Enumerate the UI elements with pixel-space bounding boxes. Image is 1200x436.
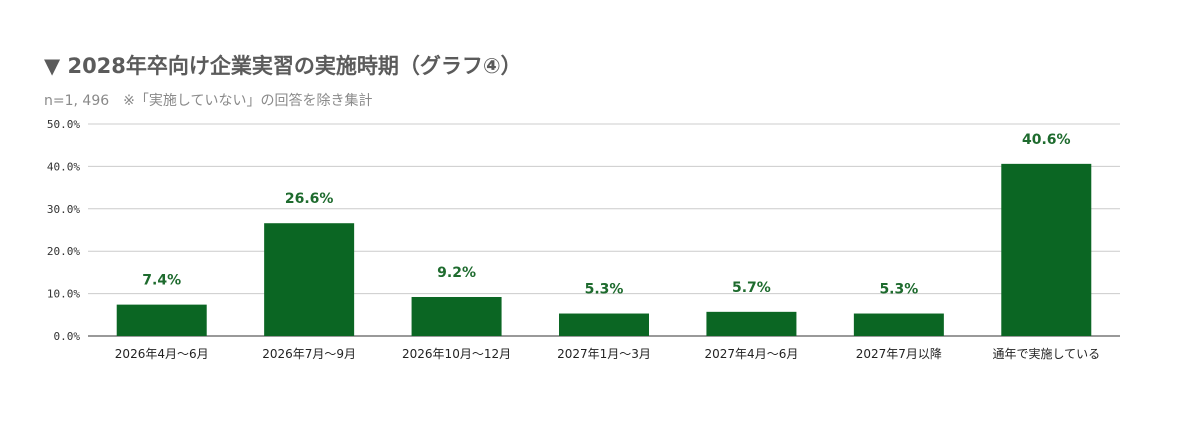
- y-tick-label: 40.0%: [47, 160, 80, 173]
- bar: [559, 313, 649, 336]
- y-tick-label: 0.0%: [54, 330, 81, 343]
- y-tick-label: 30.0%: [47, 203, 80, 216]
- data-label: 40.6%: [1022, 132, 1071, 148]
- x-tick-label: 2027年1月～3月: [557, 347, 651, 361]
- x-tick-label: 通年で実施している: [992, 346, 1100, 361]
- bar: [853, 313, 944, 336]
- bar: [116, 304, 207, 336]
- data-label: 26.6%: [285, 191, 334, 207]
- bar: [264, 223, 355, 336]
- x-tick-label: 2027年7月以降: [856, 347, 942, 361]
- x-tick-label: 2027年4月～6月: [705, 347, 799, 361]
- chart-subtitle: n=1, 496 ※「実施していない」の回答を除き集計: [44, 93, 373, 109]
- bar: [706, 311, 797, 336]
- data-label: 5.7%: [732, 280, 771, 296]
- x-tick-label: 2026年10月～12月: [402, 347, 511, 361]
- data-label: 5.3%: [585, 282, 624, 298]
- y-tick-label: 10.0%: [47, 288, 80, 301]
- y-tick-label: 20.0%: [47, 245, 80, 258]
- x-tick-label: 2026年4月～6月: [115, 347, 209, 361]
- bar: [1001, 163, 1092, 336]
- data-label: 9.2%: [437, 265, 476, 281]
- chart-title: ▼ 2028年卒向け企業実習の実施時期（グラフ④）: [44, 54, 522, 78]
- y-tick-label: 50.0%: [47, 118, 80, 131]
- data-label: 5.3%: [879, 282, 918, 298]
- data-label: 7.4%: [142, 273, 181, 289]
- x-tick-label: 2026年7月～9月: [262, 347, 356, 361]
- bar: [411, 296, 502, 336]
